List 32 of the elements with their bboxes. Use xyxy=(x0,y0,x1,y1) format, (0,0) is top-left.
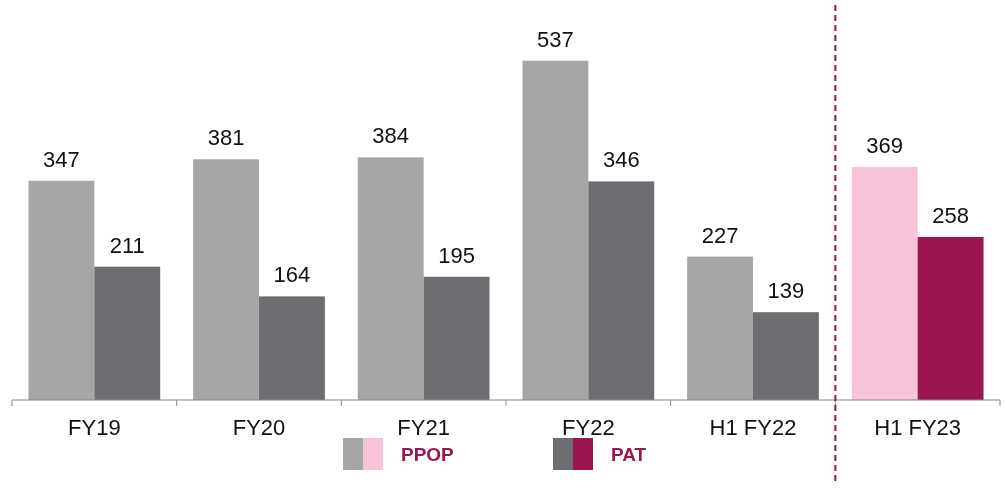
x-tick-label: FY21 xyxy=(397,415,450,440)
x-tick-label: FY19 xyxy=(68,415,121,440)
data-label: 211 xyxy=(109,232,145,258)
x-tick-label: FY22 xyxy=(562,415,615,440)
data-label: 384 xyxy=(372,123,410,149)
data-label: 346 xyxy=(602,147,640,173)
bar xyxy=(94,266,161,400)
data-label: 537 xyxy=(537,26,574,52)
bar xyxy=(687,256,753,400)
bar xyxy=(753,312,819,400)
data-label: 381 xyxy=(207,125,245,151)
bar xyxy=(357,157,424,400)
data-label: 369 xyxy=(866,132,904,158)
bar xyxy=(259,296,325,400)
x-tick-label: FY20 xyxy=(232,415,286,440)
legend-label: PPOP xyxy=(401,444,455,465)
bar xyxy=(423,276,490,400)
data-label: 258 xyxy=(932,202,969,228)
bar xyxy=(851,166,918,400)
data-label: 227 xyxy=(701,222,739,248)
data-label: 347 xyxy=(43,146,80,172)
bar xyxy=(28,180,95,400)
legend-label: PAT xyxy=(611,444,647,465)
data-label: 164 xyxy=(273,262,311,288)
bar xyxy=(588,181,655,400)
data-label: 195 xyxy=(438,242,475,268)
x-tick-label: H1 FY22 xyxy=(709,415,797,440)
bar xyxy=(522,60,589,400)
bar xyxy=(917,236,984,400)
x-tick-label: H1 FY23 xyxy=(874,415,962,440)
bar xyxy=(193,159,259,400)
data-label: 139 xyxy=(767,278,805,304)
